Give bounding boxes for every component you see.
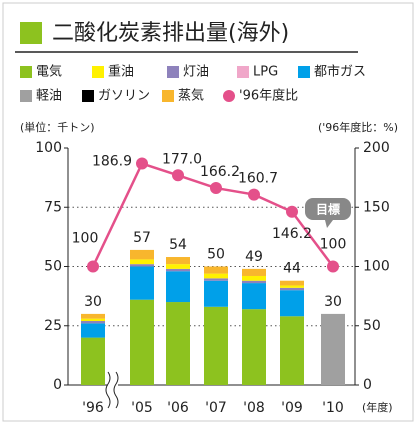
bar-segment — [81, 323, 105, 338]
y-tick-label: 100 — [35, 140, 62, 156]
x-unit: (年度) — [362, 400, 393, 414]
title-icon — [20, 22, 42, 44]
bar-segment — [280, 280, 304, 286]
bar-segment — [242, 275, 266, 281]
bar-total-label: 44 — [283, 261, 301, 277]
bar-segment — [204, 306, 228, 385]
bar-total-label: 57 — [133, 230, 151, 246]
bar-segment — [166, 302, 190, 385]
legend-label: 電気 — [36, 64, 62, 80]
bar-segment — [81, 318, 105, 322]
ratio-point — [87, 260, 99, 273]
bar-segment — [166, 268, 190, 272]
bar-segment — [166, 257, 190, 265]
bar-segment — [204, 273, 228, 279]
legend-swatch — [162, 90, 174, 102]
legend-swatch — [20, 90, 32, 102]
y2-tick-label: 100 — [363, 259, 390, 275]
bar-total-label: 54 — [169, 237, 187, 253]
bar-segment — [204, 278, 228, 281]
y-tick-label: 75 — [44, 199, 62, 215]
y2-tick-label: 200 — [363, 140, 390, 156]
legend-label: 重油 — [108, 64, 134, 80]
bar-segment — [242, 283, 266, 310]
bar-segment — [242, 309, 266, 385]
y2-tick-label: 0 — [363, 377, 372, 393]
y-tick-label: 25 — [44, 318, 62, 334]
y2-tick-label: 150 — [363, 199, 390, 215]
legend-label: 都市ガス — [314, 64, 366, 80]
bar-segment — [242, 268, 266, 276]
y-tick-label: 50 — [44, 259, 62, 275]
x-tick-label: '96 — [82, 400, 104, 416]
x-tick-label: '07 — [205, 400, 227, 416]
bar-segment — [242, 280, 266, 284]
ratio-label: 160.7 — [238, 171, 278, 187]
ratio-point — [172, 169, 184, 182]
axis-break — [105, 371, 111, 409]
chart-title: 二酸化炭素排出量(海外) — [52, 21, 289, 46]
bar-segment — [280, 316, 304, 385]
y2-tick-label: 50 — [363, 318, 381, 334]
axis-break — [113, 371, 119, 409]
ratio-point — [136, 157, 148, 170]
y-tick-label: 0 — [53, 377, 62, 393]
legend-swatch — [82, 90, 94, 102]
ratio-point — [210, 182, 222, 195]
ratio-point — [286, 205, 298, 218]
bar-segment — [280, 290, 304, 317]
x-tick-label: '06 — [167, 400, 189, 416]
bar-segment — [280, 285, 304, 288]
bar-segment — [130, 266, 154, 300]
legend-label: ガソリン — [98, 89, 150, 104]
bar-segment — [280, 287, 304, 291]
x-tick-label: '05 — [131, 400, 153, 416]
bar-segment — [81, 321, 105, 324]
legend-label: 軽油 — [36, 89, 62, 104]
x-tick-label: '10 — [322, 400, 344, 416]
bar-segment — [130, 264, 154, 267]
bar-segment — [130, 259, 154, 265]
ratio-label: 100 — [320, 237, 347, 253]
x-tick-label: '09 — [281, 400, 303, 416]
bar-segment — [166, 271, 190, 303]
legend-swatch — [223, 90, 235, 102]
axis-break-bg — [108, 370, 118, 400]
legend-label: LPG — [253, 65, 278, 80]
legend-label: '96年度比 — [239, 88, 298, 104]
bar-total-label: 50 — [207, 247, 225, 263]
ratio-point — [327, 260, 339, 273]
bar-segment — [204, 266, 228, 274]
annotation: 目標 — [316, 202, 340, 217]
ratio-label: 177.0 — [162, 151, 202, 167]
bar-segment — [204, 280, 228, 307]
bar-segment — [130, 249, 154, 260]
annotation-bubble — [305, 198, 351, 228]
bar-total-label: 49 — [245, 249, 263, 265]
ratio-label: 146.2 — [272, 226, 312, 242]
bar-segment — [166, 264, 190, 269]
bar-segment — [81, 313, 105, 319]
bar-segment — [81, 337, 105, 385]
legend-swatch — [20, 66, 32, 78]
legend-label: 灯油 — [183, 65, 209, 80]
ratio-point — [248, 188, 260, 201]
legend-swatch — [167, 66, 179, 78]
bar-segment — [321, 313, 345, 385]
y-axis-label: (単位：千トン) — [20, 120, 95, 134]
legend-swatch — [298, 66, 310, 78]
legend-label: 蒸気 — [178, 88, 204, 104]
bar-total-label: 30 — [324, 294, 342, 310]
ratio-label: 166.2 — [200, 164, 240, 180]
legend-swatch — [92, 66, 104, 78]
ratio-label: 100 — [72, 231, 99, 247]
bar-segment — [130, 299, 154, 385]
x-tick-label: '08 — [243, 400, 265, 416]
legend-swatch — [237, 66, 249, 78]
bar-total-label: 30 — [84, 294, 102, 310]
ratio-label: 186.9 — [92, 154, 132, 170]
y2-axis-label: ('96年度比：%) — [318, 120, 398, 134]
